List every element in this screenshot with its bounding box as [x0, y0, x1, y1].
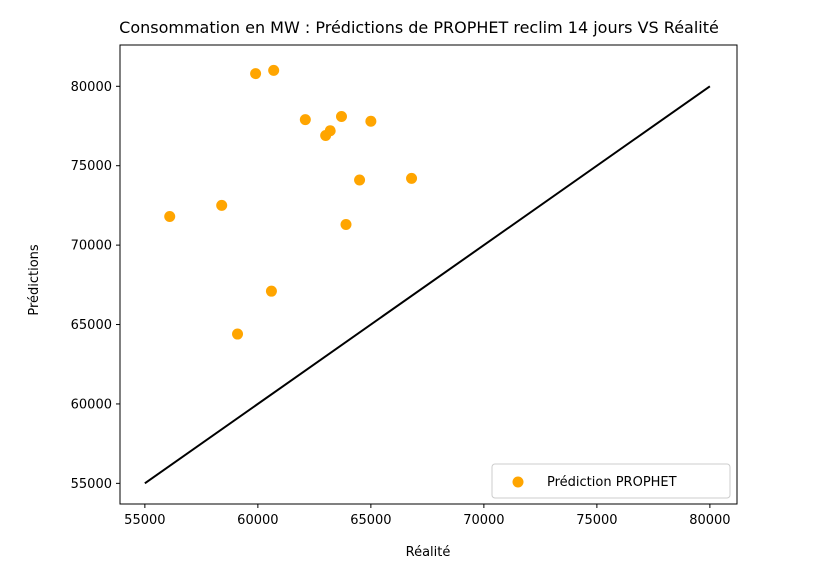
reference-line [144, 85, 711, 485]
legend-box [491, 463, 731, 499]
y-tick-label: 65000 [71, 318, 112, 333]
y-tick-label: 75000 [71, 159, 112, 174]
plot-area [119, 44, 738, 505]
x-tick-label: 65000 [350, 513, 391, 528]
y-axis: 55000 60000 65000 70000 75000 80000 [71, 80, 120, 492]
y-axis-label: Prédictions [27, 244, 42, 316]
legend-marker [512, 476, 524, 488]
legend-label: Prédiction PROPHET [547, 475, 677, 490]
scatter-point [335, 110, 347, 122]
x-tick-label: 75000 [576, 513, 617, 528]
scatter-points [164, 64, 418, 340]
y-tick-label: 55000 [71, 477, 112, 492]
scatter-point [340, 218, 352, 230]
scatter-point [250, 68, 262, 80]
y-tick-label: 60000 [71, 397, 112, 412]
scatter-point [299, 114, 311, 126]
x-axis: 55000 60000 65000 70000 75000 80000 [124, 504, 731, 528]
scatter-point [268, 64, 280, 76]
scatter-point [164, 211, 176, 223]
scatter-point [265, 285, 277, 297]
scatter-point [365, 115, 377, 127]
y-tick-label: 80000 [71, 80, 112, 95]
x-tick-label: 80000 [689, 513, 730, 528]
reference-line-group [144, 85, 711, 485]
scatter-point [406, 172, 418, 184]
x-tick-label: 55000 [124, 513, 165, 528]
scatter-point [324, 125, 336, 137]
chart-title: Consommation en MW : Prédictions de PROP… [119, 18, 719, 37]
scatter-point [354, 174, 366, 186]
x-tick-label: 70000 [463, 513, 504, 528]
y-tick-label: 70000 [71, 239, 112, 254]
scatter-point [216, 199, 228, 211]
scatter-point [232, 328, 244, 340]
x-tick-label: 60000 [237, 513, 278, 528]
x-axis-label: Réalité [406, 545, 451, 560]
legend: Prédiction PROPHET [491, 463, 731, 499]
